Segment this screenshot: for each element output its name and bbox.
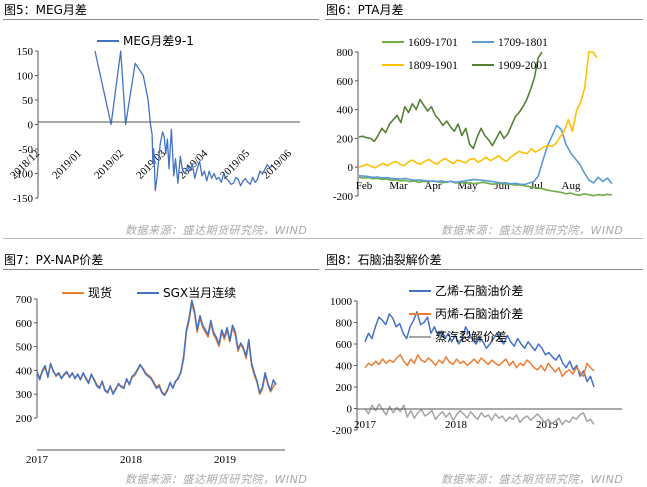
y-tick-label: 500 [16, 342, 33, 354]
y-tick-label: -50 [18, 144, 33, 156]
source-note: 数据来源：盛达期货研究院，WIND [441, 224, 624, 237]
x-tick-label: 2018 [445, 419, 468, 431]
divider-mid-right [325, 269, 643, 270]
series-line-1 [358, 176, 613, 197]
x-tick-label: Feb [356, 180, 373, 192]
legend-label-4: 1909-2001 [498, 60, 548, 72]
legend-label-1: 乙烯-石脑油价差 [435, 284, 523, 298]
legend-label-2: SGX当月连续 [163, 285, 236, 300]
series-line-2 [364, 354, 595, 378]
x-tick-label: Apr [424, 180, 441, 192]
y-tick-label: 100 [17, 71, 34, 83]
series-line-2 [358, 124, 613, 186]
y-tick-label: 600 [336, 339, 353, 351]
x-tick-label: Mar [389, 180, 408, 192]
x-tick-label: 2019/02 [92, 148, 126, 182]
y-tick-label: 200 [336, 382, 353, 394]
x-tick-label: 2019/01 [50, 148, 84, 182]
y-tick-label: 800 [336, 318, 353, 330]
legend-label-1: 1609-1701 [408, 37, 458, 49]
y-tick-label: -100 [13, 169, 34, 181]
y-tick-label: 400 [16, 365, 33, 377]
panel-title-naphtha: 图8：石脑油裂解价差 [326, 253, 442, 267]
series-line-1 [364, 311, 595, 388]
y-tick-label: 400 [336, 361, 353, 373]
panel-title-meg: 图5：MEG月差 [4, 3, 87, 17]
series-line-2 [36, 299, 277, 397]
legend-label-3: 蒸汽裂解价差 [435, 329, 507, 344]
series-line-3 [364, 403, 595, 426]
x-tick-label: 2017 [26, 454, 49, 466]
x-tick-label: Aug [562, 180, 581, 192]
divider-top-left [3, 19, 319, 20]
y-tick-label: 50 [22, 95, 34, 107]
y-tick-label: 0 [347, 404, 353, 416]
x-tick-label: 2019/03 [134, 147, 168, 181]
legend-label-1: 现货 [88, 285, 112, 300]
y-tick-label: -200 [332, 425, 353, 437]
divider-top-right [325, 19, 643, 20]
source-note: 数据来源：盛达期货研究院，WIND [125, 224, 308, 237]
x-tick-label: 2019/06 [260, 147, 294, 181]
y-tick-label: 800 [337, 47, 354, 59]
y-tick-label: 1000 [330, 296, 353, 308]
panel-title-px-nap: 图7：PX-NAP价差 [4, 253, 104, 267]
series-line-3 [358, 51, 598, 169]
y-tick-label: 300 [16, 389, 33, 401]
x-tick-label: 2018 [120, 454, 143, 466]
divider-mid-left [3, 269, 319, 270]
legend-label-2: 丙烯-石脑油价差 [435, 307, 523, 321]
series-line-1 [94, 50, 273, 192]
legend-label-2: 1709-1801 [498, 37, 548, 49]
source-note: 数据来源：盛达期货研究院，WIND [441, 473, 624, 486]
y-tick-label: 200 [337, 133, 354, 145]
series-line-1 [36, 303, 277, 395]
y-tick-label: 600 [337, 76, 354, 88]
y-tick-label: 0 [348, 162, 354, 174]
px-nap-chart: 700 600 500 400 300 200 2017 2018 2019 现货 SGX当月连续 [16, 285, 285, 466]
y-tick-label: 150 [17, 46, 34, 58]
legend-label-3: 1809-1901 [408, 60, 458, 72]
y-tick-label: 600 [16, 318, 33, 330]
x-tick-label: 2017 [354, 419, 377, 431]
y-tick-label: 0 [28, 120, 34, 132]
y-tick-label: 700 [16, 294, 33, 306]
y-tick-label: -200 [333, 191, 354, 203]
y-tick-label: -150 [13, 193, 34, 205]
series-line-4 [358, 51, 543, 150]
panel-title-pta: 图6：PTA月差 [326, 3, 404, 17]
y-tick-label: 200 [16, 413, 33, 425]
legend-label-1: MEG月差9-1 [123, 34, 194, 48]
source-note: 数据来源：盛达期货研究院，WIND [125, 473, 308, 486]
divider-source-top [3, 238, 643, 239]
x-tick-label: 2019 [214, 454, 237, 466]
y-tick-label: 400 [337, 105, 354, 117]
